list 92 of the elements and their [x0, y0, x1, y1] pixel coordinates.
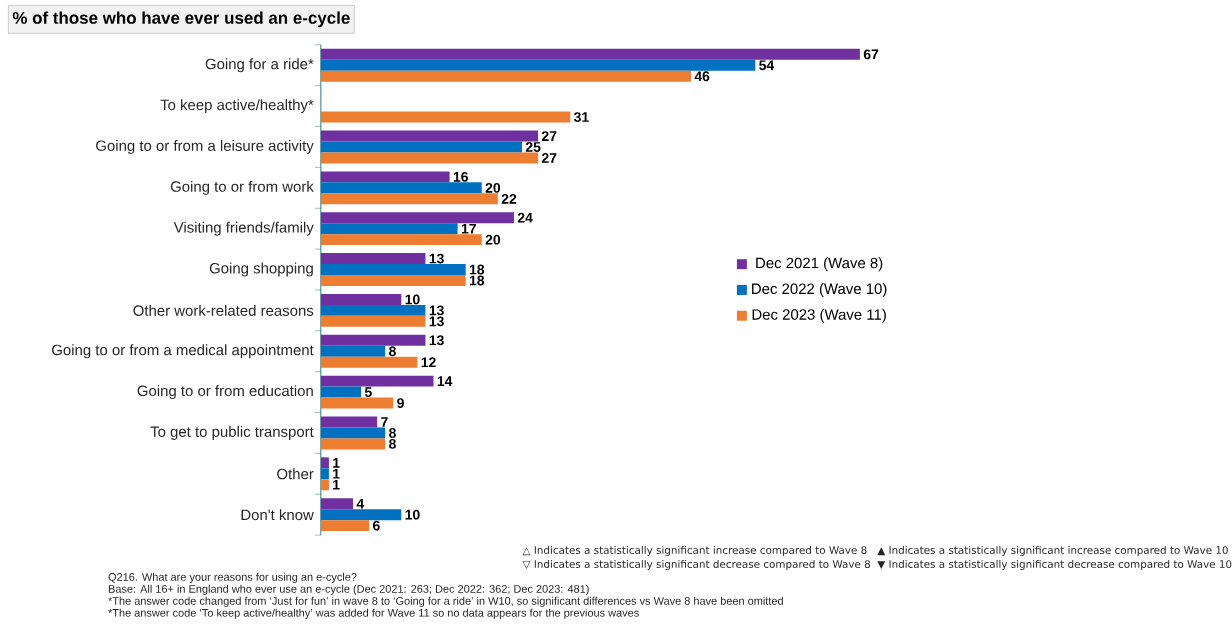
data-label: 10	[405, 294, 420, 305]
bar	[320, 457, 329, 469]
data-label: 14	[437, 376, 453, 387]
y-tick-label: Going to or from a medical appointment	[52, 344, 314, 359]
data-label: 13	[429, 305, 444, 316]
bar	[320, 386, 362, 398]
bar	[320, 171, 450, 183]
bar	[320, 520, 370, 532]
bar	[320, 111, 571, 123]
y-tick-label: Other	[277, 468, 314, 480]
text: △ Indicates a statistically significant increase compared to Wave 8	[522, 546, 867, 557]
data-label: 13	[429, 335, 444, 346]
bar	[320, 253, 426, 265]
text: ▲ Indicates a statistically significant increase compared to Wave 10	[877, 546, 1228, 557]
bar	[320, 182, 482, 194]
data-label: 25	[525, 142, 541, 153]
data-label: 1	[333, 469, 340, 479]
data-label: 13	[429, 253, 444, 264]
bar	[320, 223, 458, 235]
bar	[320, 130, 539, 142]
y-tick-label: To get to public transport	[150, 426, 314, 441]
bar	[320, 334, 426, 346]
bar	[320, 152, 539, 164]
data-label: 8	[389, 346, 396, 357]
y-tick-label: Don't know	[241, 509, 314, 521]
data-label: 17	[461, 224, 476, 234]
y-tick-label: Going to or from work	[170, 181, 314, 195]
bar	[320, 438, 386, 450]
bar	[320, 509, 402, 521]
bar	[320, 141, 522, 153]
data-label: 54	[759, 60, 775, 71]
bar	[320, 193, 498, 205]
data-label: 67	[863, 49, 879, 60]
data-label: 7	[381, 417, 388, 427]
bar	[320, 264, 466, 276]
text: Q216. What are your reasons for using an e-cycle?	[108, 572, 357, 584]
data-label: 22	[501, 194, 517, 204]
data-label: 10	[405, 509, 420, 520]
data-label: 1	[333, 480, 340, 490]
bar	[320, 345, 386, 357]
bar	[320, 498, 354, 510]
bar	[320, 397, 394, 409]
data-label: 18	[469, 264, 485, 275]
data-label: 20	[485, 234, 501, 245]
bar	[320, 468, 329, 480]
legend-label: Dec 2022 (Wave 10)	[752, 283, 887, 298]
y-tick-label: Going shopping	[209, 262, 313, 277]
data-label: 24	[517, 212, 533, 223]
bar	[320, 305, 426, 316]
data-label: 13	[429, 316, 444, 327]
bar	[320, 294, 402, 306]
text: ▼ Indicates a statistically significant decrease compared to Wave 10	[877, 560, 1232, 571]
text: % of those who have ever used an e-cycle	[12, 11, 350, 28]
bar	[320, 427, 386, 439]
data-label: 27	[541, 131, 557, 142]
data-label: 8	[389, 439, 396, 449]
data-label: 8	[389, 428, 396, 438]
y-tick-label: Going for a ride*	[205, 58, 314, 73]
y-tick-label: To keep active/healthy*	[160, 99, 314, 114]
text: *The answer code ‘To keep active/healthy’ was added for Wave 11 so no data appears for the previous waves	[108, 608, 639, 620]
data-label: 6	[373, 520, 380, 531]
bar	[320, 275, 466, 287]
bar	[320, 479, 329, 491]
text: *The answer code changed from ‘Just for fun’ in wave 8 to ‘Going for a ride’ in W10, so significant differences vs Wave 8 have been omitted	[108, 596, 783, 608]
bar	[320, 416, 378, 428]
data-label: 20	[485, 183, 501, 193]
data-label: 18	[469, 275, 485, 286]
data-label: 4	[356, 499, 365, 509]
data-label: 12	[421, 357, 436, 368]
data-label: 16	[453, 172, 468, 182]
legend-label: Dec 2021 (Wave 8)	[756, 257, 883, 272]
y-tick-label: Other work-related reasons	[133, 305, 314, 317]
bar	[320, 356, 418, 368]
bar	[320, 70, 691, 82]
data-label: 9	[397, 398, 404, 409]
data-label: 1	[333, 458, 340, 468]
bar	[320, 59, 756, 71]
data-label: 46	[694, 71, 710, 82]
y-tick-label: Visiting friends/family	[173, 221, 314, 236]
data-label: 31	[573, 112, 589, 123]
y-tick-label: Going to or from education	[137, 385, 313, 400]
y-tick-label: Going to or from a leisure activity	[96, 140, 314, 155]
text: Base: All 16+ in England who ever use an e-cycle (Dec 2021: 263; Dec 2022: 362; Dec 2023: 481)	[108, 584, 589, 596]
text: ▽ Indicates a statistically significant decrease compared to Wave 8	[522, 560, 871, 571]
bar	[320, 234, 482, 246]
bar	[320, 212, 514, 224]
legend-label: Dec 2023 (Wave 11)	[752, 308, 886, 323]
data-label: 27	[541, 153, 557, 163]
bar	[320, 375, 434, 387]
data-label: 5	[364, 387, 372, 398]
bar	[320, 315, 426, 327]
bar	[320, 48, 860, 60]
